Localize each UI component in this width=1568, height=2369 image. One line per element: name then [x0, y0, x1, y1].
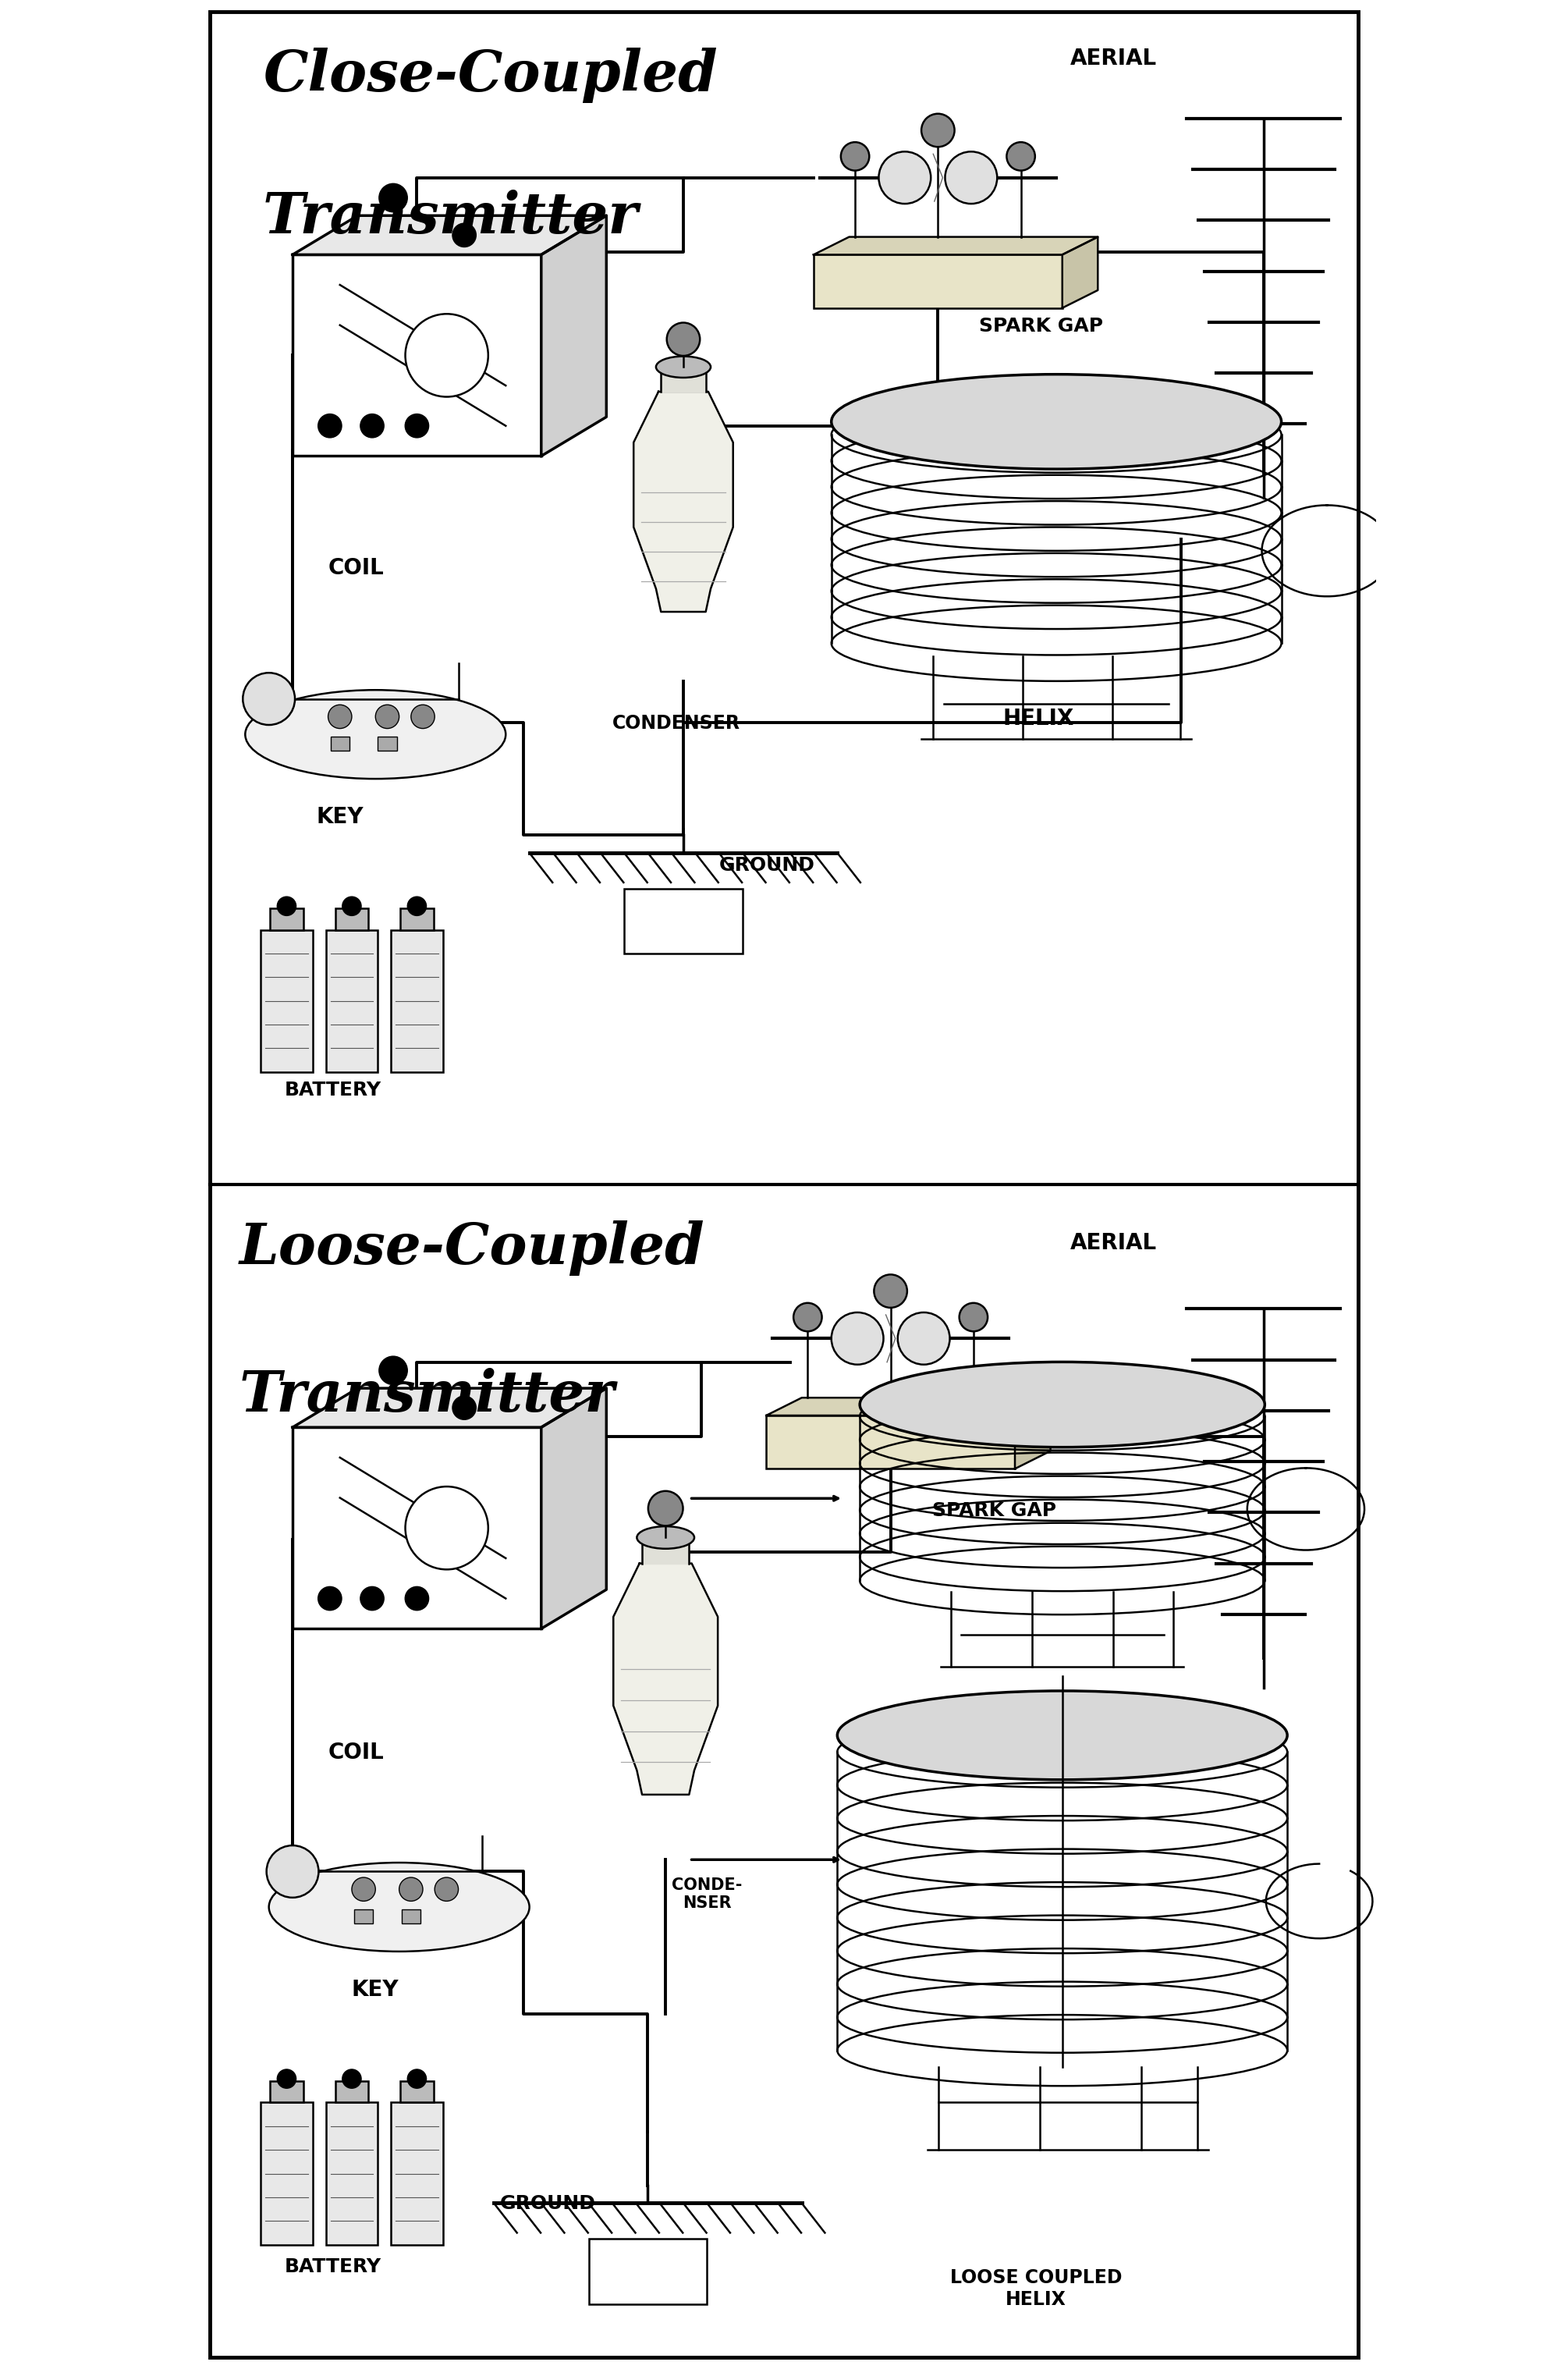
- Circle shape: [405, 1488, 488, 1571]
- Circle shape: [375, 706, 400, 730]
- Circle shape: [922, 114, 955, 147]
- Circle shape: [318, 1587, 342, 1611]
- Text: BATTERY: BATTERY: [284, 1080, 381, 1099]
- Polygon shape: [641, 1540, 688, 1564]
- Bar: [260, 2104, 312, 2246]
- Circle shape: [793, 1303, 822, 1331]
- Bar: [814, 253, 1062, 308]
- Polygon shape: [1062, 237, 1098, 308]
- Circle shape: [840, 142, 869, 171]
- Bar: [293, 253, 541, 455]
- Circle shape: [411, 706, 434, 730]
- Circle shape: [361, 415, 384, 438]
- Bar: [270, 2082, 303, 2104]
- Polygon shape: [293, 1388, 607, 1426]
- Bar: [293, 1426, 541, 1630]
- Circle shape: [278, 2071, 296, 2089]
- Circle shape: [434, 1876, 458, 1900]
- Circle shape: [405, 415, 428, 438]
- Text: KEY: KEY: [351, 1978, 400, 1999]
- Ellipse shape: [245, 689, 506, 779]
- Circle shape: [408, 898, 426, 917]
- Circle shape: [351, 1876, 375, 1900]
- Text: GROUND: GROUND: [500, 2194, 596, 2213]
- Ellipse shape: [655, 355, 710, 377]
- Circle shape: [379, 185, 408, 213]
- Circle shape: [267, 1845, 318, 1898]
- Circle shape: [405, 313, 488, 396]
- Polygon shape: [767, 1398, 1051, 1414]
- Text: LOOSE COUPLED
HELIX: LOOSE COUPLED HELIX: [950, 2270, 1121, 2310]
- Text: AERIAL: AERIAL: [1071, 47, 1157, 69]
- Polygon shape: [814, 237, 1098, 256]
- Bar: [326, 2104, 378, 2246]
- Text: AERIAL: AERIAL: [1071, 1232, 1157, 1253]
- Polygon shape: [1014, 1398, 1051, 1469]
- Text: Transmitter: Transmitter: [263, 190, 638, 244]
- Bar: [270, 907, 303, 929]
- Circle shape: [666, 322, 699, 355]
- Text: SPARK GAP: SPARK GAP: [980, 317, 1104, 336]
- Bar: [331, 737, 350, 751]
- Circle shape: [946, 152, 997, 204]
- Bar: [390, 929, 442, 1071]
- Bar: [326, 929, 378, 1071]
- Text: HELIX: HELIX: [1004, 708, 1074, 730]
- Text: CONDENSER: CONDENSER: [612, 713, 740, 732]
- Circle shape: [1007, 142, 1035, 171]
- Circle shape: [278, 898, 296, 917]
- Circle shape: [898, 1312, 950, 1365]
- Bar: [260, 929, 312, 1071]
- Polygon shape: [662, 370, 706, 391]
- Circle shape: [453, 223, 477, 246]
- Ellipse shape: [831, 374, 1281, 469]
- Bar: [767, 1414, 1014, 1469]
- Ellipse shape: [859, 1362, 1265, 1447]
- Bar: [624, 888, 743, 955]
- Text: KEY: KEY: [317, 805, 364, 827]
- Circle shape: [453, 1395, 477, 1419]
- Bar: [390, 2104, 442, 2246]
- Circle shape: [243, 673, 295, 725]
- Circle shape: [405, 1587, 428, 1611]
- Text: SPARK GAP: SPARK GAP: [931, 1502, 1057, 1521]
- Ellipse shape: [637, 1526, 695, 1549]
- Bar: [588, 2239, 707, 2303]
- Bar: [400, 2082, 433, 2104]
- Circle shape: [361, 1587, 384, 1611]
- Circle shape: [318, 415, 342, 438]
- Polygon shape: [541, 216, 607, 455]
- Text: BATTERY: BATTERY: [284, 2258, 381, 2277]
- Circle shape: [400, 1876, 423, 1900]
- Circle shape: [648, 1490, 684, 1526]
- Circle shape: [831, 1312, 883, 1365]
- Text: COIL: COIL: [328, 557, 384, 578]
- Text: Close-Coupled: Close-Coupled: [263, 47, 718, 102]
- Polygon shape: [613, 1564, 718, 1796]
- Bar: [378, 737, 397, 751]
- Ellipse shape: [837, 1691, 1287, 1779]
- Bar: [336, 907, 368, 929]
- Circle shape: [328, 706, 351, 730]
- Circle shape: [960, 1303, 988, 1331]
- Text: COIL: COIL: [328, 1741, 384, 1763]
- Circle shape: [379, 1355, 408, 1383]
- Ellipse shape: [268, 1862, 530, 1952]
- Bar: [400, 907, 433, 929]
- Bar: [401, 1909, 420, 1924]
- Text: CONDE-
NSER: CONDE- NSER: [671, 1876, 742, 1912]
- Bar: [354, 1909, 373, 1924]
- Text: GROUND: GROUND: [718, 855, 815, 874]
- Circle shape: [408, 2071, 426, 2089]
- Bar: [336, 2082, 368, 2104]
- Text: Transmitter: Transmitter: [240, 1367, 615, 1424]
- Circle shape: [342, 898, 361, 917]
- Text: Loose-Coupled: Loose-Coupled: [240, 1220, 704, 1275]
- Polygon shape: [541, 1388, 607, 1630]
- Polygon shape: [633, 391, 734, 611]
- Circle shape: [342, 2071, 361, 2089]
- Circle shape: [878, 152, 931, 204]
- Circle shape: [873, 1275, 908, 1308]
- Polygon shape: [293, 216, 607, 256]
